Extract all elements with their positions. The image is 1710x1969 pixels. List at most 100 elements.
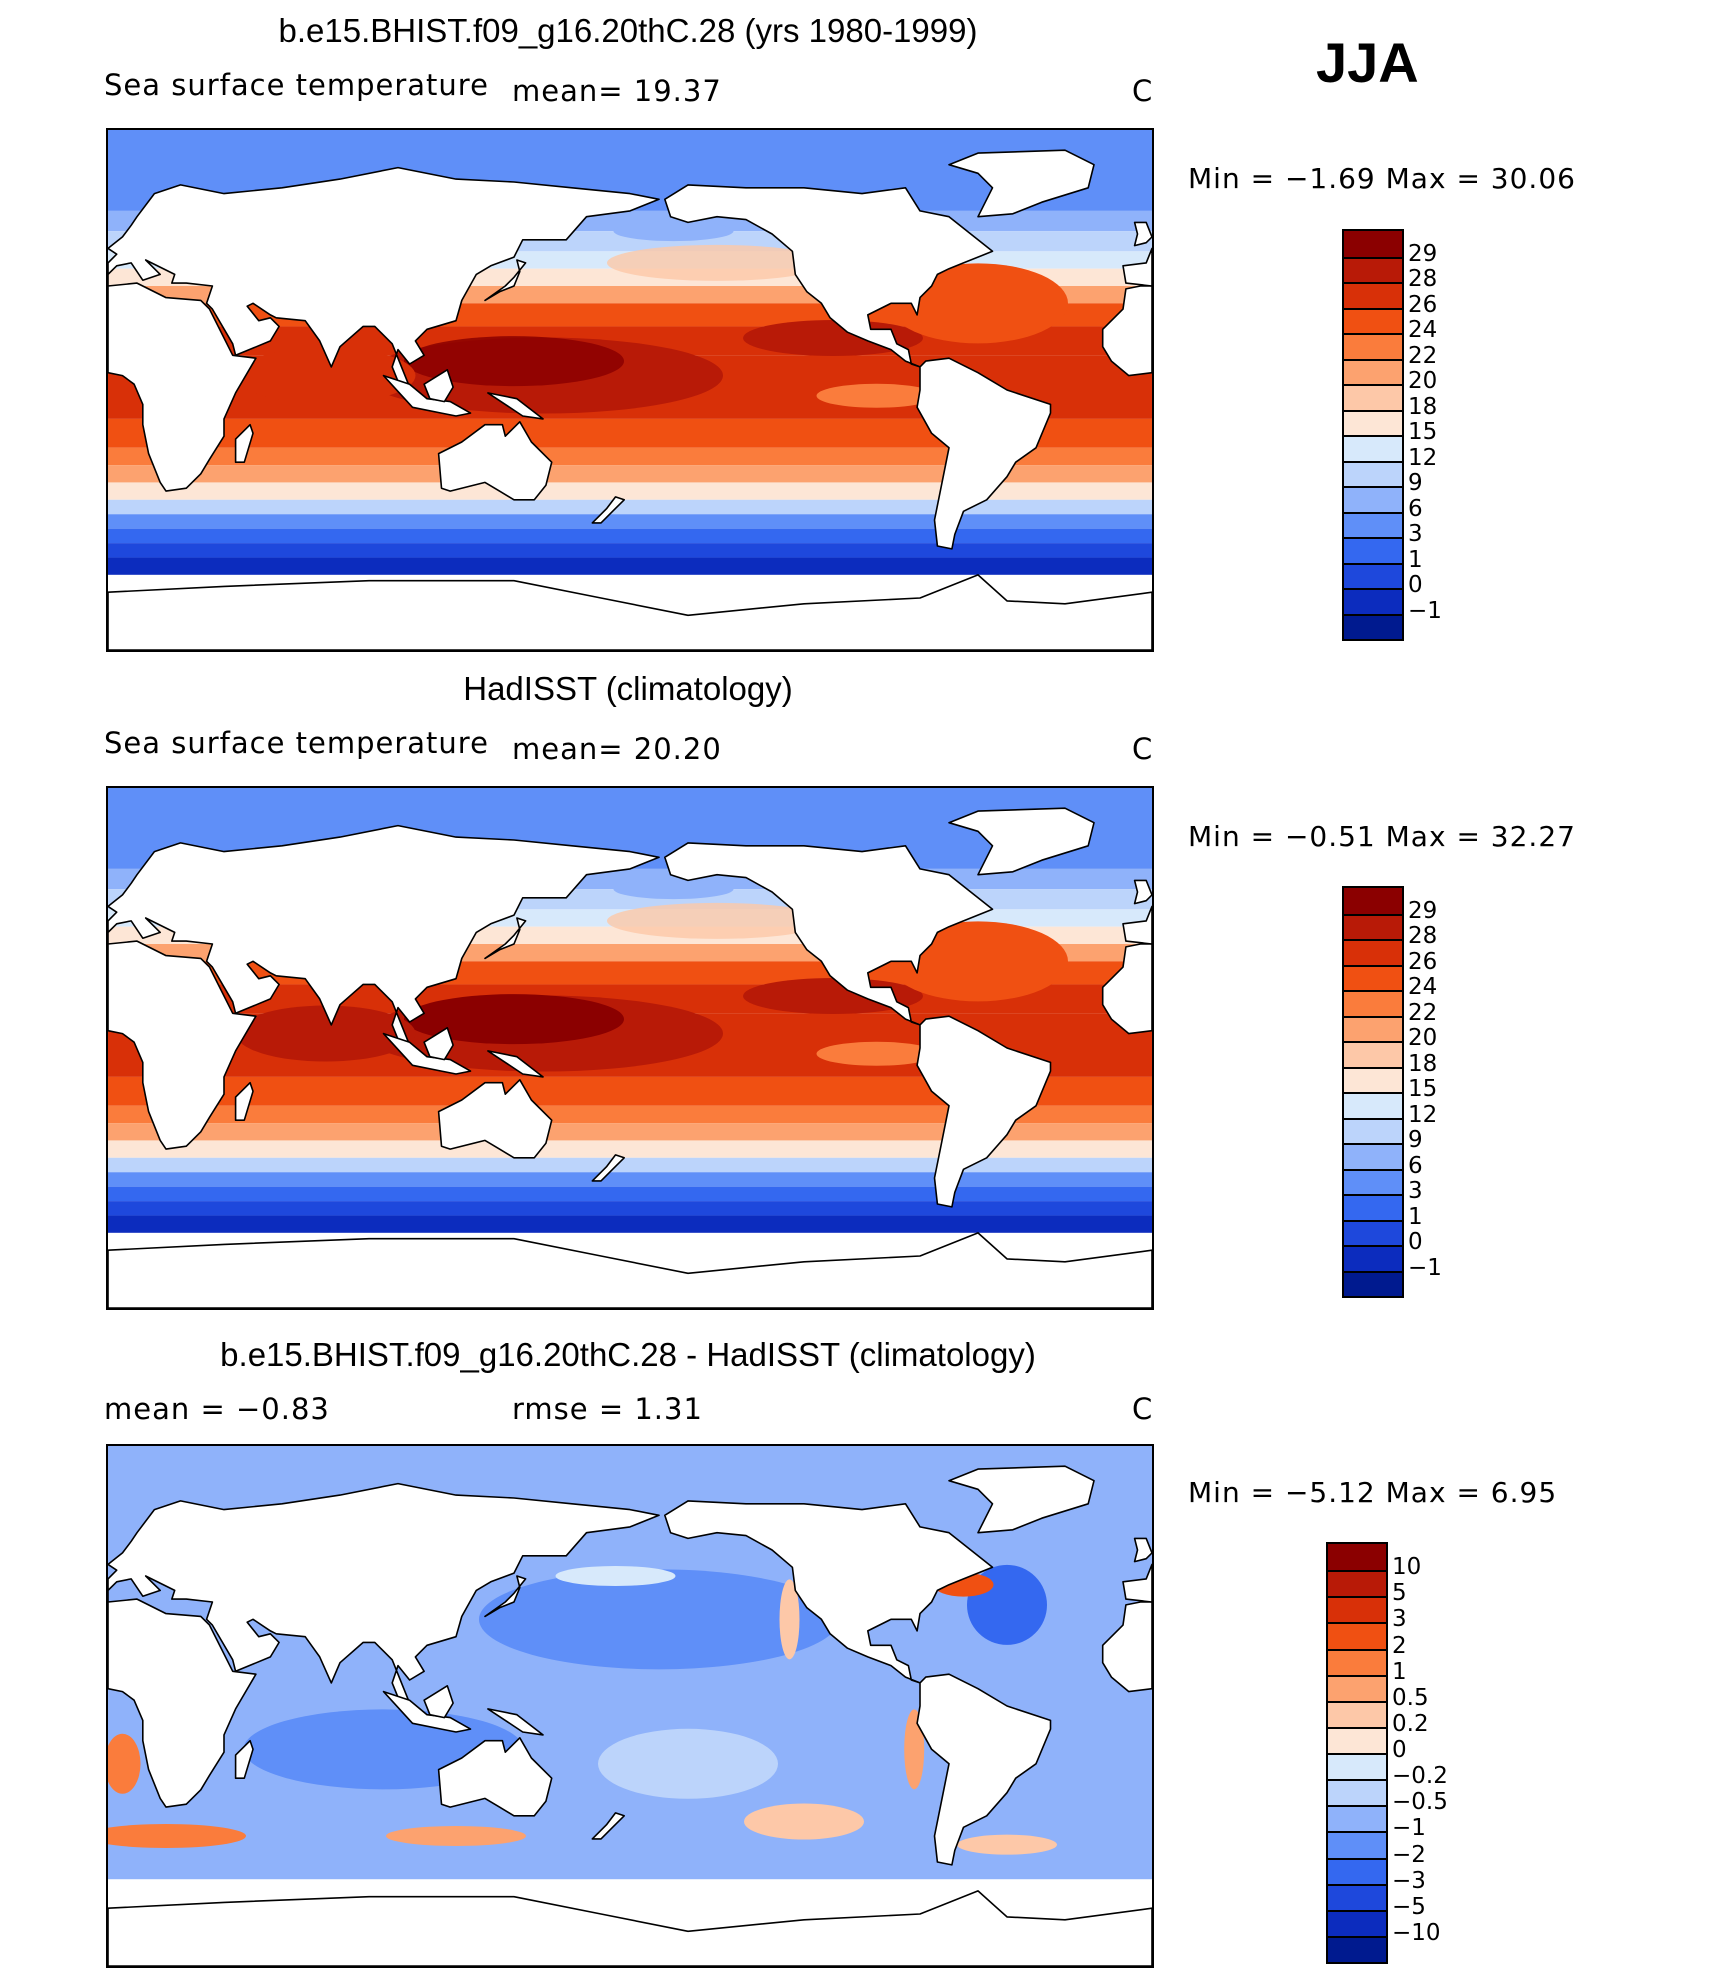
colorbar-tick-label: −10 [1392,1919,1441,1946]
continent-outline [1133,879,1152,905]
colorbar-swatch [1344,358,1402,384]
continent-outline [916,1673,1052,1866]
colorbar-swatch [1344,1270,1402,1296]
colorbar-swatch [1328,1544,1386,1571]
colorbar-swatch [1344,939,1402,965]
colorbar-tick-label: 0 [1408,572,1423,598]
colorbar-tick-label: 3 [1408,521,1423,547]
continent-outline [108,1482,660,1704]
colorbar-tick-label: 1 [1408,1203,1423,1230]
panel-3-title: b.e15.BHIST.f09_g16.20thC.28 - HadISST (… [220,1336,1036,1373]
continent-outline [484,917,527,960]
colorbar-swatch [1328,1831,1386,1858]
colorbar-tick-label: 24 [1408,317,1438,343]
colorbar-swatch [1328,1674,1386,1701]
colorbar-swatch [1344,964,1402,990]
colorbar-swatch [1344,511,1402,537]
world-map-field [108,130,1152,650]
colorbar-swatch [1328,1622,1386,1649]
continent-outline [1122,247,1152,287]
colorbar-tick-label: 3 [1392,1606,1407,1633]
colorbar-tick-label: 15 [1408,419,1438,445]
colorbar-tick-label: 20 [1408,1025,1438,1051]
continent-outline [1133,221,1152,247]
colorbar-swatch [1344,486,1402,512]
colorbar-swatch [1328,1857,1386,1884]
continent-outline [591,1812,626,1840]
panel-2-map [106,786,1154,1310]
colorbar-tick-label: 9 [1408,470,1423,496]
colorbar-swatch [1344,282,1402,308]
colorbar-tick-label: 29 [1408,897,1438,924]
panel-3-mean-label: mean = −0.83 [104,1392,330,1426]
colorbar-swatch [1328,1883,1386,1910]
colorbar-tick-label: 28 [1408,923,1438,949]
continent-outline [108,282,257,492]
panel-1-map [106,128,1154,652]
colorbar-swatch [1328,1596,1386,1623]
panel-3-map [106,1444,1154,1968]
panel-1-title: b.e15.BHIST.f09_g16.20thC.28 (yrs 1980-1… [278,12,978,49]
panel-2-mean-label: mean= 20.20 [512,732,722,766]
colorbar-tick-label: 24 [1408,974,1438,1000]
colorbar-tick-label: −2 [1392,1841,1426,1868]
colorbar-swatch [1344,562,1402,588]
panel-2-title: HadISST (climatology) [463,670,793,707]
colorbar-tick-label: 18 [1408,1050,1438,1077]
colorbar-tick-label: 22 [1408,342,1438,369]
colorbar-swatch [1344,1041,1402,1067]
continent-outline [663,842,994,1026]
colorbar-swatch [1344,409,1402,435]
colorbar-tick-label: −1 [1392,1815,1426,1842]
continent-outline [423,1685,454,1719]
continent-outline [437,1078,553,1159]
continent-outline [591,496,626,524]
colorbar-tick-label: 12 [1408,444,1438,471]
colorbar-swatch [1344,435,1402,461]
colorbar-tick-label: −1 [1408,597,1442,624]
panel-2-colorbar [1342,886,1404,1298]
colorbar-tick-label: 6 [1408,1152,1423,1179]
continent-outline [591,1154,626,1182]
colorbar-tick-label: −0.2 [1392,1763,1448,1790]
continent-outline [437,420,553,501]
colorbar-swatch [1344,1066,1402,1092]
colorbar-tick-label: 6 [1408,495,1423,522]
colorbar-swatch [1344,256,1402,282]
colorbar-swatch [1344,1143,1402,1169]
colorbar-tick-label: 0 [1408,1229,1423,1255]
colorbar-swatch [1344,588,1402,614]
colorbar-tick-label: 3 [1408,1178,1423,1204]
colorbar-tick-label: −0.5 [1392,1789,1448,1816]
continent-outline [108,574,1152,650]
continent-outline [234,423,254,464]
colorbar-swatch [1328,1805,1386,1832]
continent-outline [663,1500,994,1684]
world-map-field [108,1446,1152,1966]
continent-outline [948,149,1095,218]
colorbar-swatch [1328,1648,1386,1675]
colorbar-tick-label: 28 [1408,266,1438,292]
continent-outline [108,166,660,388]
continent-outline [484,259,527,302]
colorbar-tick-label: 0.2 [1392,1710,1429,1737]
colorbar-tick-label: 18 [1408,393,1438,420]
continent-outline [484,1575,527,1618]
colorbar-swatch [1344,333,1402,359]
colorbar-swatch [1328,1570,1386,1597]
colorbar-tick-label: 26 [1408,948,1438,975]
continent-outline [916,1015,1052,1208]
colorbar-swatch [1328,1726,1386,1753]
colorbar-tick-label: 9 [1408,1127,1423,1153]
colorbar-swatch [1344,231,1402,257]
continent-outline [382,1032,472,1075]
continent-outline [487,1050,544,1078]
continent-outline [423,369,454,403]
colorbar-tick-label: 29 [1408,240,1438,267]
colorbar-swatch [1328,1909,1386,1936]
continent-outline [108,1232,1152,1308]
colorbar-tick-label: 5 [1392,1580,1407,1607]
continent-outline [916,357,1052,550]
continent-outline [948,807,1095,876]
colorbar-swatch [1344,460,1402,486]
